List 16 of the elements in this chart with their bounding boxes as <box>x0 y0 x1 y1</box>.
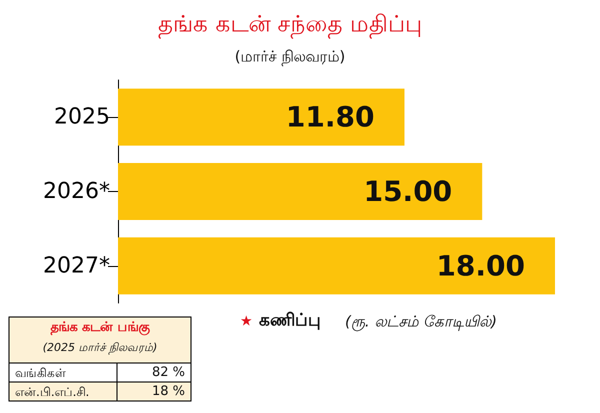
text: 18 % <box>152 384 185 399</box>
chart-title: தங்க கடன் சந்தை மதிப்பு <box>158 12 422 38</box>
y-tick-label: 2025 <box>54 104 110 130</box>
data-label: 11.80 <box>286 100 374 134</box>
text: (2025 மார்ச் நிலவரம்) <box>42 341 158 355</box>
category-label: வங்கிகள் <box>15 366 66 380</box>
data-label: 15.00 <box>364 175 452 208</box>
data-label: 18.00 <box>436 249 525 282</box>
y-tick-label: 2027* <box>43 253 110 278</box>
category-label: என்.பி.எப்.சி. <box>15 385 90 399</box>
text: தங்க கடன் பங்கு <box>50 320 151 335</box>
text: 82 % <box>152 365 185 380</box>
text: (ரூ. லட்சம் கோடியில்) <box>345 312 498 332</box>
chart-subtitle: (மார்ச் நிலவரம்) <box>234 48 346 66</box>
text: ★ கணிப்பு <box>240 310 321 330</box>
y-tick-label: 2026* <box>43 179 110 204</box>
